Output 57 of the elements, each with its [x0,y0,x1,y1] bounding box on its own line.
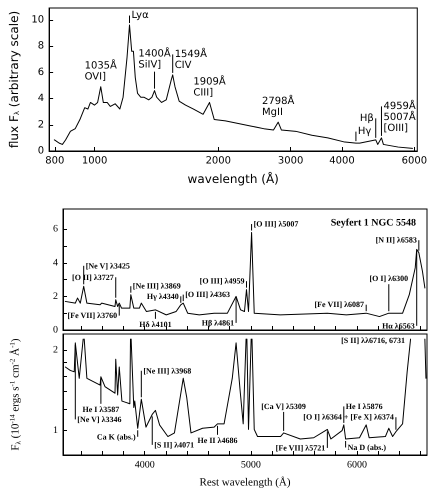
annotation: Hβ [360,112,374,124]
annotation: [S II] λ4071 [154,440,194,450]
annotation: [O III] λ4363 [185,290,230,300]
annotation: Na D (abs.) [348,442,386,452]
x-tick-label: 4000 [329,156,355,166]
x-tick-label: 6000 [402,156,428,166]
annotation: 1909Å CIII] [193,74,226,98]
annotation: [O III] λ4959 [200,276,244,286]
annotation: Hγ [358,126,372,138]
y-tick-label: 4 [53,257,58,268]
annotation: Hγ λ4340 [146,292,179,301]
y-tick-label: 2 [53,290,58,302]
x-tick-label: 5000 [240,460,261,470]
x-axis-title: wavelength (Å) [188,171,279,186]
annotation: [N II] λ6583 [376,236,417,245]
annotation: [Fe VII] λ3760 [68,311,118,320]
y-tick-label: 2 [53,344,58,356]
annotation: [Ne III] λ3869 [132,282,181,291]
x-tick-label: 800 [45,156,64,166]
y-tick-label: 6 [53,224,58,235]
annotation: Hδ λ4101 [139,320,172,329]
annotation: [O I] λ6300 [370,274,408,284]
x-axis-title: Rest wavelength (Å) [199,476,291,488]
annotation: [O III] λ5007 [254,220,298,229]
annotation: He II λ4686 [198,436,238,445]
annotation: 4959Å 5007Å [OIII] [383,98,416,134]
y-tick-label: 2 [38,119,44,130]
annotation: [Fe VII] λ6087 [314,300,364,310]
annotation: He I λ3587 [82,404,120,414]
text: Seyfert 1 NGC 5548 [330,218,416,228]
annotation: Lyα [132,10,150,22]
annotation: 1035Å OVI] [84,58,118,83]
annotation: He I λ5876 [346,402,383,411]
y-tick-label: 0 [38,146,44,156]
annotation: [Ne V] λ3346 [77,414,122,424]
x-tick-label: 4000 [134,460,155,470]
y-tick-label: 0 [53,324,58,336]
y-tick-label: 1 [53,425,58,436]
annotation: 1400Å SiIV] [138,46,171,71]
x-tick-label: 2000 [206,156,232,166]
annotation: [Fe VII] λ5721 [276,443,326,452]
annotation: [Ca V] λ5309 [261,402,306,411]
annotation: [S II] λλ6716, 6731 [341,336,406,345]
y-tick-label: 10 [31,14,44,26]
y-tick-label: 4 [38,93,44,104]
x-tick-label: 3000 [278,156,304,166]
annotation: Hβ λ4861 [202,318,234,328]
annotation: Ca K (abs.) [96,432,136,442]
annotation: 1549Å CIV [174,46,208,71]
annotation: 2798Å MgII [262,94,295,118]
annotation: Hα λ6563 [382,321,415,330]
x-tick-label: 6000 [346,460,367,470]
x-tick-label: 1000 [82,156,108,166]
annotation: [Ne III] λ3968 [143,366,192,376]
annotation: [Ne V] λ3425 [86,261,130,270]
y-tick-label: 6 [38,66,44,78]
y-tick-label: 8 [38,40,44,52]
